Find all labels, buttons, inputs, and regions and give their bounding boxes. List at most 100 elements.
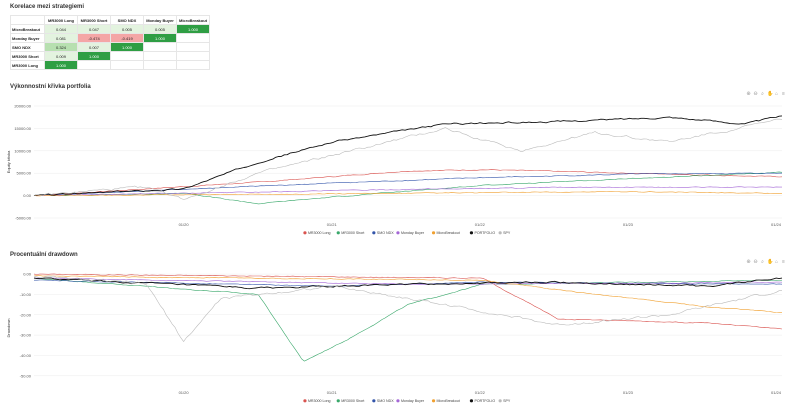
correlation-cell: 1.000 <box>110 42 144 52</box>
correlation-row-header: MicroBreakout <box>10 24 45 34</box>
x-tick-label: 01/22 <box>475 390 486 395</box>
correlation-row: Monday Buyer 0.081 -0.474 -0.419 1.000 <box>10 33 210 43</box>
legend-label: MR3000 Short <box>341 231 364 235</box>
legend-label: SPY <box>503 231 511 235</box>
y-tick-label: 15000.00 <box>14 126 31 131</box>
legend-label: SPY <box>503 399 511 403</box>
correlation-cell <box>143 51 177 61</box>
home-icon[interactable]: ⌂ <box>774 259 779 265</box>
series-line <box>33 191 783 197</box>
zoom-out-icon[interactable]: ⊖ <box>753 259 758 265</box>
correlation-cell: 1.000 <box>176 24 210 34</box>
correlation-header-row: MR3000 Long MR3000 Short SMO NDX Monday … <box>10 15 210 25</box>
equity-chart: -5000.00 0.00 5000.00 10000.00 15000.00 20000… <box>6 104 783 235</box>
correlation-cell <box>176 33 210 43</box>
x-tick-label: 01/24 <box>771 222 782 227</box>
legend-marker <box>431 399 436 403</box>
legend-marker <box>372 231 376 235</box>
legend-label: Monday Buyer <box>401 399 425 403</box>
y-tick-label: -40.00 <box>20 353 32 358</box>
series-line <box>33 275 782 314</box>
correlation-cell <box>143 42 177 52</box>
correlation-cell <box>176 60 210 70</box>
correlation-cell: 0.007 <box>77 42 111 52</box>
correlation-cell: 1.000 <box>77 51 111 61</box>
correlation-row: MR3000 Long 1.000 <box>10 60 210 70</box>
correlation-cell: 1.000 <box>143 33 177 43</box>
y-tick-label: -30.00 <box>20 333 32 338</box>
correlation-column-header: MR3000 Short <box>77 15 111 25</box>
correlation-row-header: MR3000 Long <box>10 60 45 70</box>
x-tick-label: 01/20 <box>179 390 190 395</box>
correlation-cell: -0.419 <box>110 33 144 43</box>
correlation-cell <box>143 60 177 70</box>
y-tick-label: 0.00 <box>23 193 32 198</box>
y-axis-label: Equity křivka <box>6 150 11 173</box>
legend-marker <box>498 231 502 235</box>
y-tick-label: -20.00 <box>20 312 32 317</box>
legend-marker <box>303 399 307 403</box>
correlation-row-header: Monday Buyer <box>10 33 45 43</box>
x-tick-label: 01/24 <box>771 390 782 395</box>
magnifier-icon[interactable]: ⌕ <box>761 259 764 265</box>
series-line <box>33 277 783 362</box>
correlation-cell: 0.047 <box>77 24 111 34</box>
correlation-row-header: SMO NDX <box>10 42 45 52</box>
y-tick-label: 5000.00 <box>17 171 32 176</box>
correlation-cell <box>110 51 144 61</box>
legend-label: SMO NDX <box>377 231 394 235</box>
y-tick-label: 10000.00 <box>14 148 31 153</box>
legend-marker <box>396 231 400 235</box>
series-line <box>33 273 783 330</box>
drawdown-chart-title: Procentuální drawdown <box>10 252 78 258</box>
correlation-column-header: MR3000 Long <box>44 15 78 25</box>
correlation-table-body: MicroBreakout 0.044 0.047 0.005 0.005 1.000 Mo… <box>10 24 210 70</box>
correlation-row-header: MR3000 Short <box>10 51 45 61</box>
correlation-cell <box>110 60 144 70</box>
correlation-corner-cell <box>10 15 45 25</box>
correlation-cell: 0.009 <box>44 51 78 61</box>
legend-label: MR3000 Long <box>308 231 331 235</box>
legend-marker <box>396 399 400 403</box>
correlation-cell: 0.005 <box>110 24 144 34</box>
magnifier-icon[interactable]: ⌕ <box>761 91 764 97</box>
zoom-in-icon[interactable]: ⊕ <box>746 91 751 97</box>
series-line <box>33 171 783 205</box>
equity-chart-toolbar: ⊕ ⊖ ⌕ ✋ ⌂ ≡ <box>746 92 786 97</box>
legend-marker <box>431 231 436 235</box>
legend-label: PORTFOLIO <box>474 399 495 403</box>
legend-label: Monday Buyer <box>401 231 425 235</box>
correlation-column-header: SMO NDX <box>110 15 144 25</box>
pan-icon[interactable]: ✋ <box>767 91 774 97</box>
menu-icon[interactable]: ≡ <box>782 259 785 265</box>
correlation-cell: 0.324 <box>44 42 78 52</box>
legend-marker <box>336 399 340 403</box>
zoom-out-icon[interactable]: ⊖ <box>753 91 758 97</box>
pan-icon[interactable]: ✋ <box>767 259 774 265</box>
series-line <box>33 118 783 200</box>
series-line <box>34 277 783 285</box>
series-line <box>33 115 783 197</box>
correlation-column-header: Monday Buyer <box>143 15 177 25</box>
legend-label: MicroBreakout <box>437 231 460 235</box>
y-tick-label: -5000.00 <box>15 216 32 221</box>
home-icon[interactable]: ⌂ <box>774 91 779 97</box>
drawdown-chart-toolbar: ⊕ ⊖ ⌕ ✋ ⌂ ≡ <box>746 260 786 265</box>
legend-label: PORTFOLIO <box>474 231 495 235</box>
y-tick-label: -10.00 <box>20 292 32 297</box>
correlation-row: SMO NDX 0.324 0.007 1.000 <box>10 42 210 52</box>
correlation-cell <box>176 51 210 61</box>
legend-label: MR3000 Long <box>308 399 331 403</box>
series-line <box>33 275 783 342</box>
correlation-row: MicroBreakout 0.044 0.047 0.005 0.005 1.000 <box>10 24 210 34</box>
correlation-cell: 0.081 <box>44 33 78 43</box>
series-line <box>33 277 783 290</box>
y-axis-label: Drawdown <box>6 319 11 338</box>
x-tick-label: 01/23 <box>623 222 634 227</box>
equity-chart-title: Výkonnostní křivka portfolia <box>10 84 91 90</box>
zoom-in-icon[interactable]: ⊕ <box>746 259 751 265</box>
correlation-cell: 0.044 <box>44 24 78 34</box>
menu-icon[interactable]: ≡ <box>782 91 785 97</box>
x-tick-label: 01/21 <box>327 390 338 395</box>
correlation-cell: 1.000 <box>44 60 78 70</box>
